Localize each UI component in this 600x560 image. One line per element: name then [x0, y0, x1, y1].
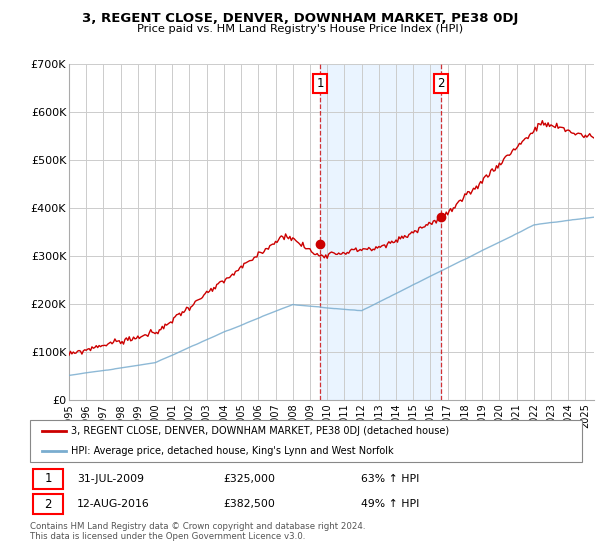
- Text: 1: 1: [316, 77, 324, 90]
- Text: £382,500: £382,500: [223, 499, 275, 509]
- Text: 63% ↑ HPI: 63% ↑ HPI: [361, 474, 419, 484]
- Text: Price paid vs. HM Land Registry's House Price Index (HPI): Price paid vs. HM Land Registry's House …: [137, 24, 463, 34]
- Bar: [33, 469, 63, 489]
- Text: 1: 1: [44, 472, 52, 486]
- Text: 3, REGENT CLOSE, DENVER, DOWNHAM MARKET, PE38 0DJ (detached house): 3, REGENT CLOSE, DENVER, DOWNHAM MARKET,…: [71, 426, 449, 436]
- Bar: [33, 494, 63, 514]
- Text: 49% ↑ HPI: 49% ↑ HPI: [361, 499, 419, 509]
- Text: 2: 2: [437, 77, 445, 90]
- Bar: [320, 64, 441, 400]
- Text: HPI: Average price, detached house, King's Lynn and West Norfolk: HPI: Average price, detached house, King…: [71, 446, 394, 456]
- Text: 3, REGENT CLOSE, DENVER, DOWNHAM MARKET, PE38 0DJ: 3, REGENT CLOSE, DENVER, DOWNHAM MARKET,…: [82, 12, 518, 25]
- Text: 2: 2: [44, 498, 52, 511]
- Text: Contains HM Land Registry data © Crown copyright and database right 2024.
This d: Contains HM Land Registry data © Crown c…: [30, 522, 365, 542]
- Text: £325,000: £325,000: [223, 474, 275, 484]
- Text: 31-JUL-2009: 31-JUL-2009: [77, 474, 144, 484]
- Text: 12-AUG-2016: 12-AUG-2016: [77, 499, 149, 509]
